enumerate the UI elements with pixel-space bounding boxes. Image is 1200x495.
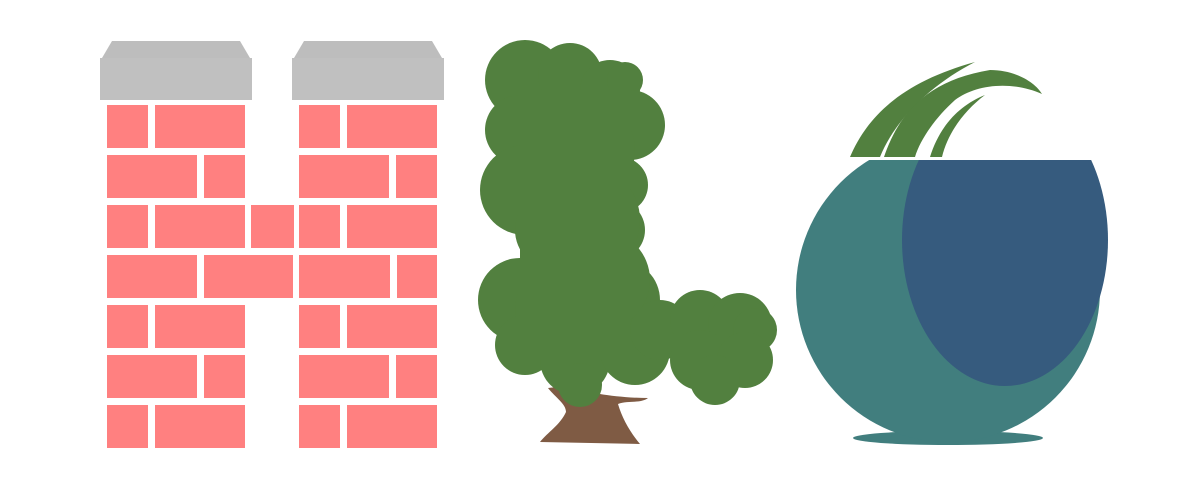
chimney-cap <box>102 41 250 58</box>
brick <box>155 305 245 348</box>
brick <box>299 205 340 248</box>
letter-o <box>796 62 1108 445</box>
chimney-cap <box>100 58 252 100</box>
brick <box>397 255 437 298</box>
brick <box>251 205 294 248</box>
brick <box>107 305 148 348</box>
brick <box>204 355 245 398</box>
tree-canopy <box>478 40 777 407</box>
brick <box>299 105 340 148</box>
brick <box>107 205 148 248</box>
brick <box>396 355 437 398</box>
pot-shadow <box>902 160 1108 386</box>
brick <box>299 155 389 198</box>
brick <box>204 155 245 198</box>
brick <box>299 405 340 448</box>
chimney-cap <box>292 58 444 100</box>
canopy-blob <box>690 355 740 405</box>
brick <box>396 155 437 198</box>
brick <box>299 255 390 298</box>
brick <box>155 205 245 248</box>
brick <box>347 305 437 348</box>
brick <box>155 105 245 148</box>
brick <box>107 105 148 148</box>
bricks <box>107 105 437 448</box>
brick <box>107 255 197 298</box>
leaf <box>850 62 975 157</box>
brick <box>299 305 340 348</box>
brick <box>107 355 197 398</box>
canopy-blob <box>558 363 602 407</box>
chimney-cap <box>294 41 442 58</box>
brick <box>204 255 293 298</box>
leaf <box>930 95 985 157</box>
brick <box>155 405 245 448</box>
brick <box>347 105 437 148</box>
brick <box>347 405 437 448</box>
leaf <box>884 70 1042 157</box>
brick <box>107 155 197 198</box>
canopy-fill <box>520 90 630 360</box>
pot <box>796 160 1108 442</box>
brick <box>107 405 148 448</box>
brick <box>347 205 437 248</box>
letter-l <box>478 40 777 444</box>
canopy-blob <box>607 62 643 98</box>
letter-h <box>100 41 444 448</box>
brick <box>299 355 389 398</box>
